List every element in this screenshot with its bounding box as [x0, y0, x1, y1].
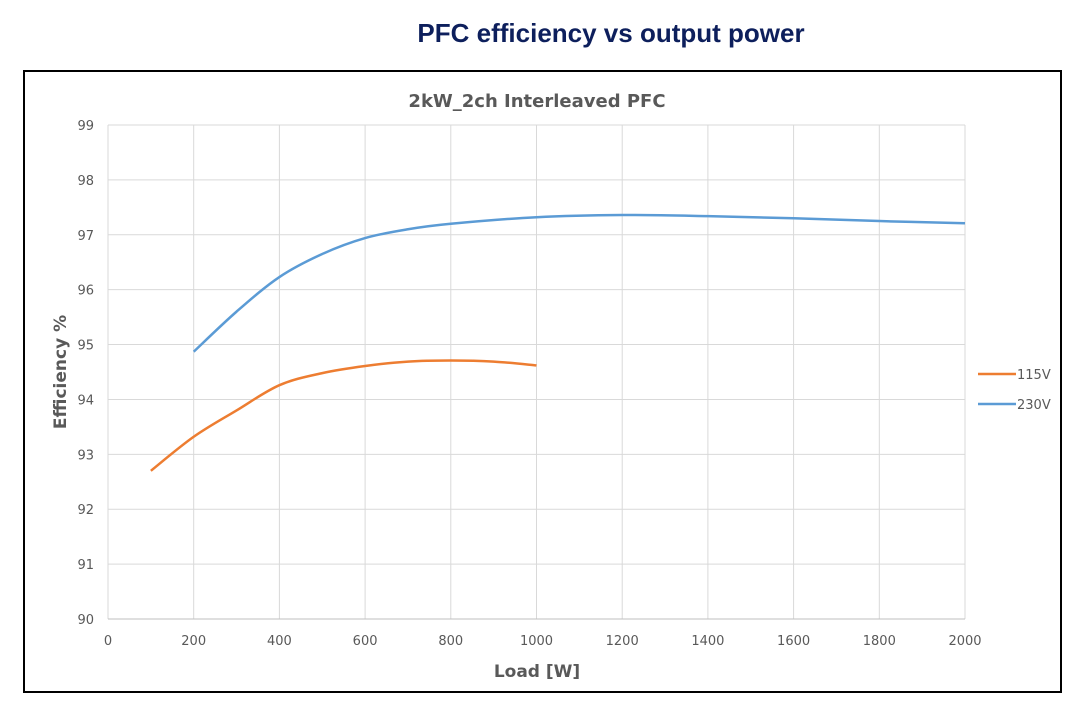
y-tick-label: 96	[77, 284, 94, 299]
x-tick-label: 400	[267, 634, 292, 649]
legend-label: 230V	[1017, 398, 1051, 413]
y-tick-label: 92	[77, 503, 94, 518]
x-tick-label: 200	[181, 634, 206, 649]
y-tick-label: 91	[77, 558, 94, 573]
x-tick-label: 600	[353, 634, 378, 649]
y-tick-label: 94	[77, 393, 94, 408]
page-title: PFC efficiency vs output power	[417, 18, 805, 48]
y-tick-label: 97	[77, 229, 94, 244]
y-tick-label: 90	[77, 613, 94, 628]
x-tick-label: 2000	[948, 634, 981, 649]
chart-frame	[23, 70, 1062, 693]
y-tick-label: 98	[77, 174, 94, 189]
chart-title: 2kW_2ch Interleaved PFC	[408, 91, 665, 112]
x-tick-label: 1400	[691, 634, 724, 649]
x-tick-label: 1600	[777, 634, 810, 649]
x-tick-label: 1000	[520, 634, 553, 649]
y-tick-label: 99	[77, 119, 94, 134]
x-tick-label: 0	[104, 634, 112, 649]
series-line-115V	[150, 359, 537, 472]
legend-label: 115V	[1017, 368, 1051, 383]
y-tick-label: 93	[77, 448, 94, 463]
y-axis-label: Efficiency %	[51, 315, 71, 429]
series-line-230V	[192, 213, 966, 353]
x-axis-label: Load [W]	[494, 662, 580, 682]
x-tick-label: 1200	[606, 634, 639, 649]
x-tick-label: 800	[438, 634, 463, 649]
x-tick-label: 1800	[863, 634, 896, 649]
y-tick-label: 95	[77, 339, 94, 354]
